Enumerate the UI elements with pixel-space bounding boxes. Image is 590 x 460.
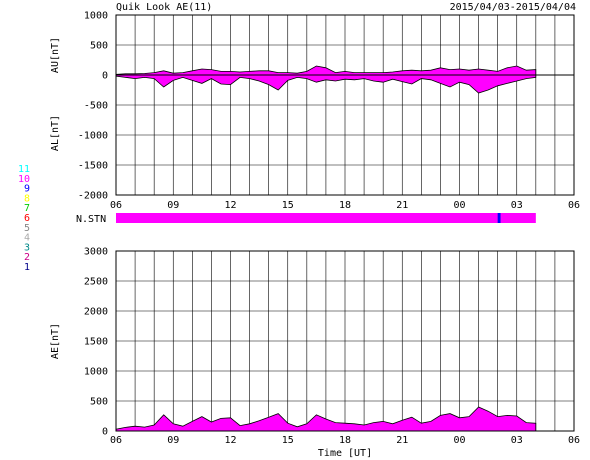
ae-x-tick-label: 21 <box>396 435 408 446</box>
au-al-plot-frame <box>115 14 575 196</box>
ae-x-tick-label: 06 <box>110 435 122 446</box>
au-al-panel: 1000 500 0 -500 -1000 -1500 -2000 06 09 12 15 18 21… <box>50 11 580 212</box>
al-axis-label: AL[nT] <box>50 115 61 151</box>
au-al-x-tick-label: 06 <box>568 200 580 211</box>
au-al-y-tick-label: 500 <box>90 41 108 52</box>
chart-title: Quik Look AE(11) <box>116 2 212 13</box>
au-al-x-tick-label: 06 <box>110 200 122 211</box>
au-al-y-tick-label: -1500 <box>78 161 108 172</box>
au-axis-label: AU[nT] <box>50 37 61 73</box>
au-al-x-tick-label: 15 <box>282 200 294 211</box>
ae-x-tick-label: 06 <box>568 435 580 446</box>
station-count-label: N.STN <box>76 214 106 225</box>
ae-axis-label: AE[nT] <box>50 323 61 359</box>
au-al-y-tick-label: -500 <box>84 101 108 112</box>
station-legend-item: 1 <box>24 262 30 273</box>
au-al-x-tick-labels: 06 09 12 15 18 21 00 03 06 <box>110 200 580 211</box>
au-al-y-tick-label: -1000 <box>78 131 108 142</box>
station-count-segment <box>116 213 536 223</box>
ae-y-tick-label: 1000 <box>84 367 108 378</box>
au-al-y-tick-label: 0 <box>102 71 108 82</box>
ae-x-tick-label: 18 <box>339 435 351 446</box>
station-legend-item: 4 <box>24 233 30 244</box>
au-al-x-tick-label: 03 <box>511 200 523 211</box>
au-al-y-tick-label: -2000 <box>78 191 108 202</box>
ae-y-tick-label: 2500 <box>84 277 108 288</box>
au-al-x-tick-label: 09 <box>167 200 179 211</box>
station-legend-item: 6 <box>24 213 30 224</box>
ae-y-tick-labels: 3000 2500 2000 1500 1000 500 0 <box>84 247 108 438</box>
station-legend-item: 2 <box>24 252 30 263</box>
station-legend-item: 10 <box>18 174 30 185</box>
ae-x-tick-labels: 06 09 12 15 18 21 00 03 06 <box>110 435 580 446</box>
au-al-x-tick-label: 00 <box>453 200 465 211</box>
ae-area <box>115 406 537 432</box>
au-al-x-tick-label: 21 <box>396 200 408 211</box>
station-count-segment <box>497 213 501 223</box>
ae-x-tick-label: 03 <box>511 435 523 446</box>
ae-y-tick-label: 2000 <box>84 307 108 318</box>
date-range-label: 2015/04/03-2015/04/04 <box>450 2 576 13</box>
au-al-y-tick-label: 1000 <box>84 11 108 22</box>
ae-plot-frame <box>115 250 575 432</box>
station-legend-item: 7 <box>24 203 30 214</box>
au-al-x-tick-label: 18 <box>339 200 351 211</box>
station-legend-item: 11 <box>18 164 30 175</box>
station-legend-item: 3 <box>24 242 30 253</box>
ae-grid <box>116 251 574 431</box>
station-legend-item: 8 <box>24 193 30 204</box>
ae-x-tick-label: 15 <box>282 435 294 446</box>
ae-y-tick-label: 500 <box>90 397 108 408</box>
au-al-grid <box>116 15 574 195</box>
ae-y-tick-label: 3000 <box>84 247 108 258</box>
au-area <box>115 65 537 76</box>
station-count-bar <box>116 213 536 223</box>
station-legend-item: 9 <box>24 184 30 195</box>
au-al-y-tick-labels: 1000 500 0 -500 -1000 -1500 -2000 <box>78 11 108 202</box>
ae-x-tick-label: 09 <box>167 435 179 446</box>
ae-x-tick-label: 12 <box>224 435 236 446</box>
ae-y-tick-label: 0 <box>102 427 108 438</box>
station-legend-item: 5 <box>24 223 30 234</box>
ae-y-tick-label: 1500 <box>84 337 108 348</box>
al-area <box>115 74 537 94</box>
time-axis-label: Time [UT] <box>318 448 372 459</box>
ae-x-tick-label: 00 <box>453 435 465 446</box>
au-al-x-tick-label: 12 <box>224 200 236 211</box>
